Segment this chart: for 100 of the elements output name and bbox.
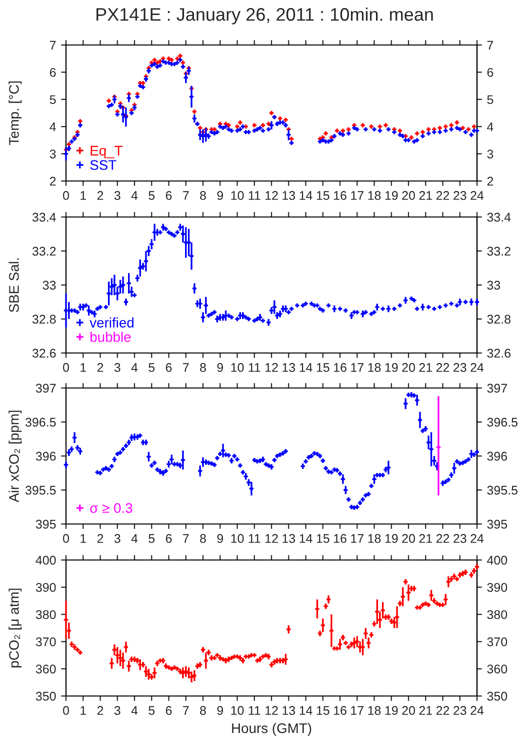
x-tick-label: 5 [148, 706, 155, 715]
x-tick-label: 24 [470, 706, 484, 715]
x-tick-label: 10 [231, 706, 244, 715]
x-tick-label: 0 [63, 191, 69, 200]
x-tick-label: 7 [183, 706, 189, 715]
x-tick-label: 13 [282, 706, 296, 715]
x-tick-label: 21 [419, 363, 432, 372]
y-tick-label: 380 [36, 610, 56, 620]
y2-tick-label: 370 [487, 637, 508, 646]
x-tick-label: 11 [248, 706, 260, 715]
y2-tick-label: 33.4 [487, 212, 511, 222]
x-tick-label: 21 [419, 191, 432, 200]
x-tick-label: 8 [200, 191, 206, 200]
x-tick-label: 23 [454, 191, 466, 200]
legend-label: bubble [90, 332, 131, 342]
x-tick-label: 17 [351, 363, 364, 372]
x-tick-label: 12 [266, 706, 278, 715]
x-tick-label: 22 [436, 534, 450, 543]
x-tick-label: 4 [131, 191, 138, 200]
x-tick-label: 18 [368, 706, 381, 715]
x-tick-label: 12 [266, 363, 278, 372]
x-tick-label: 3 [114, 706, 120, 715]
x-tick-label: 16 [334, 706, 346, 715]
y-tick-label: 360 [36, 664, 56, 674]
x-tick-label: 19 [385, 706, 398, 715]
y-tick-label: 2 [50, 176, 56, 186]
y-tick-label: 32.8 [32, 314, 56, 324]
x-tick-label: 13 [282, 363, 296, 372]
y2-tick-label: 33 [487, 280, 500, 290]
y2-tick-label: 395.5 [487, 486, 518, 495]
y2-tick-label: 396 [487, 452, 508, 461]
x-tick-label: 16 [334, 363, 346, 372]
x-tick-label: 3 [114, 191, 120, 200]
x-tick-label: 1 [80, 706, 86, 715]
x-tick-label: 18 [368, 363, 381, 372]
y-axis-title: pCO₂ [μ atm] [8, 588, 22, 668]
x-tick-label: 15 [316, 191, 330, 200]
y-tick-label: 390 [36, 583, 56, 592]
x-tick-label: 17 [351, 534, 364, 543]
x-tick-label: 14 [300, 191, 312, 200]
y-tick-label: 4 [50, 122, 56, 132]
x-tick-label: 4 [131, 363, 138, 372]
x-tick-label: 24 [470, 191, 484, 200]
x-tick-label: 5 [148, 191, 155, 200]
x-tick-label: 0 [63, 706, 69, 715]
y2-tick-label: 5 [487, 95, 494, 104]
x-tick-label: 11 [248, 363, 260, 372]
x-tick-label: 7 [183, 363, 189, 372]
x-tick-label: 20 [402, 363, 415, 372]
x-tick-label: 9 [217, 706, 224, 715]
y2-tick-label: 400 [487, 556, 508, 565]
x-tick-label: 6 [166, 191, 172, 200]
x-tick-label: 7 [183, 534, 189, 543]
y-axis-title: SBE Sal. [8, 258, 19, 312]
y-tick-label: 5 [50, 95, 56, 104]
y2-tick-label: 360 [487, 664, 508, 674]
y2-tick-label: 6 [487, 68, 494, 77]
y-tick-label: 395 [36, 520, 56, 529]
legend-label: SST [90, 160, 116, 170]
y-tick-label: 7 [50, 40, 56, 50]
y-axis-title: Air xCO₂ [ppm] [8, 410, 22, 502]
x-tick-label: 7 [183, 191, 189, 200]
x-tick-label: 17 [351, 191, 364, 200]
x-tick-label: 1 [80, 534, 86, 543]
legend-label: Eq_T [90, 146, 122, 158]
x-tick-label: 3 [114, 363, 120, 372]
x-tick-label: 17 [351, 706, 364, 715]
x-tick-label: 2 [97, 534, 104, 543]
x-tick-label: 6 [166, 363, 172, 372]
x-tick-label: 21 [419, 706, 432, 715]
x-tick-label: 15 [316, 706, 330, 715]
y2-tick-label: 350 [487, 692, 508, 701]
x-tick-label: 22 [436, 191, 450, 200]
x-tick-label: 8 [200, 363, 206, 372]
x-tick-label: 19 [385, 363, 398, 372]
x-tick-label: 19 [385, 191, 398, 200]
y2-tick-label: 33.2 [487, 246, 510, 256]
y-tick-label: 370 [36, 637, 56, 646]
x-tick-label: 8 [200, 706, 206, 715]
x-tick-label: 10 [231, 191, 244, 200]
x-tick-label: 23 [454, 363, 466, 372]
x-tick-label: 18 [368, 191, 381, 200]
x-tick-label: 2 [97, 363, 104, 372]
x-tick-label: 13 [282, 191, 296, 200]
y-tick-label: 396.5 [25, 418, 56, 427]
x-tick-label: 14 [300, 363, 312, 372]
x-tick-label: 23 [454, 534, 466, 543]
y-tick-label: 395.5 [25, 486, 56, 495]
x-tick-label: 22 [436, 706, 450, 715]
x-tick-label: 12 [266, 191, 278, 200]
y-tick-label: 33.4 [32, 212, 56, 222]
x-tick-label: 2 [97, 706, 104, 715]
y2-tick-label: 2 [487, 176, 494, 186]
y2-tick-label: 3 [487, 150, 494, 158]
x-tick-label: 20 [402, 706, 415, 715]
x-tick-label: 14 [300, 534, 312, 543]
x-tick-label: 1 [80, 191, 86, 200]
y-tick-label: 3 [50, 150, 56, 158]
x-tick-label: 5 [148, 363, 155, 372]
x-tick-label: 23 [454, 706, 466, 715]
